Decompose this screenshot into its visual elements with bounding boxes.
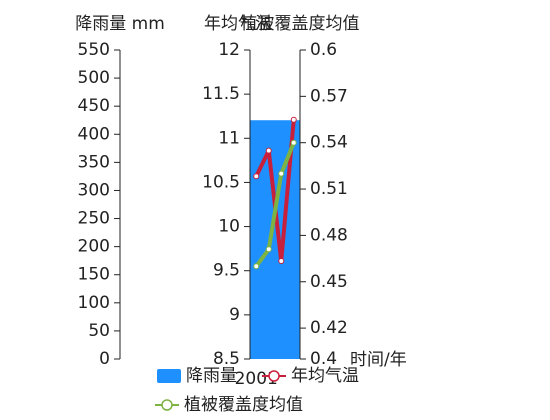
tick-label: 9.5 [213,261,240,281]
legend-swatch [161,399,173,411]
legend-label: 年均气温 [291,366,359,386]
point [290,139,297,146]
tick-label: 9 [229,305,240,325]
tick-label: 12 [218,40,240,60]
tick-label: 8.5 [213,349,240,369]
tick-label: 250 [78,209,110,229]
tick-label: 10.5 [202,172,240,192]
tick-label: 450 [78,96,110,116]
tick-label: 50 [88,321,110,341]
tick-label: 350 [78,152,110,172]
point [253,263,260,270]
tick-label: 200 [78,237,110,257]
point [265,147,272,154]
tick-label: 150 [78,265,110,285]
legend-swatch [157,369,181,383]
tick-label: 10 [218,217,240,237]
tick-label: 0.48 [310,225,348,245]
tick-label: 500 [78,68,110,88]
point [278,258,285,265]
tick-label: 550 [78,40,110,60]
point [290,116,297,123]
tick-label: 11.5 [202,84,240,104]
tick-label: 100 [78,293,110,313]
point [265,246,272,253]
tick-label: 0.4 [310,349,337,369]
bar [287,120,300,360]
tick-label: 0.54 [310,133,348,153]
line [254,141,296,268]
point [278,170,285,177]
legend-swatch [268,370,280,382]
x-tick-label: 2001 [235,369,278,389]
tick-label: 0.45 [310,272,348,292]
y2-axis-title: 年均气温 [204,14,272,34]
y-axis-title: 降雨量 mm [75,14,165,34]
bar [250,120,263,360]
tick-label: 0.51 [310,179,348,199]
tick-label: 0.57 [310,86,348,106]
tick-label: 0.6 [310,40,337,60]
tick-label: 400 [78,124,110,144]
y3-axis-title: 植被覆盖度均值 [241,14,360,34]
x-axis-title: 时间/年 [350,350,407,370]
tick-label: 11 [218,128,240,148]
tick-label: 0.42 [310,318,348,338]
point [253,173,260,180]
tick-label: 0 [99,349,110,369]
legend-label: 植被覆盖度均值 [184,395,303,415]
legend-label: 降雨量 [186,366,237,386]
tick-label: 300 [78,180,110,200]
